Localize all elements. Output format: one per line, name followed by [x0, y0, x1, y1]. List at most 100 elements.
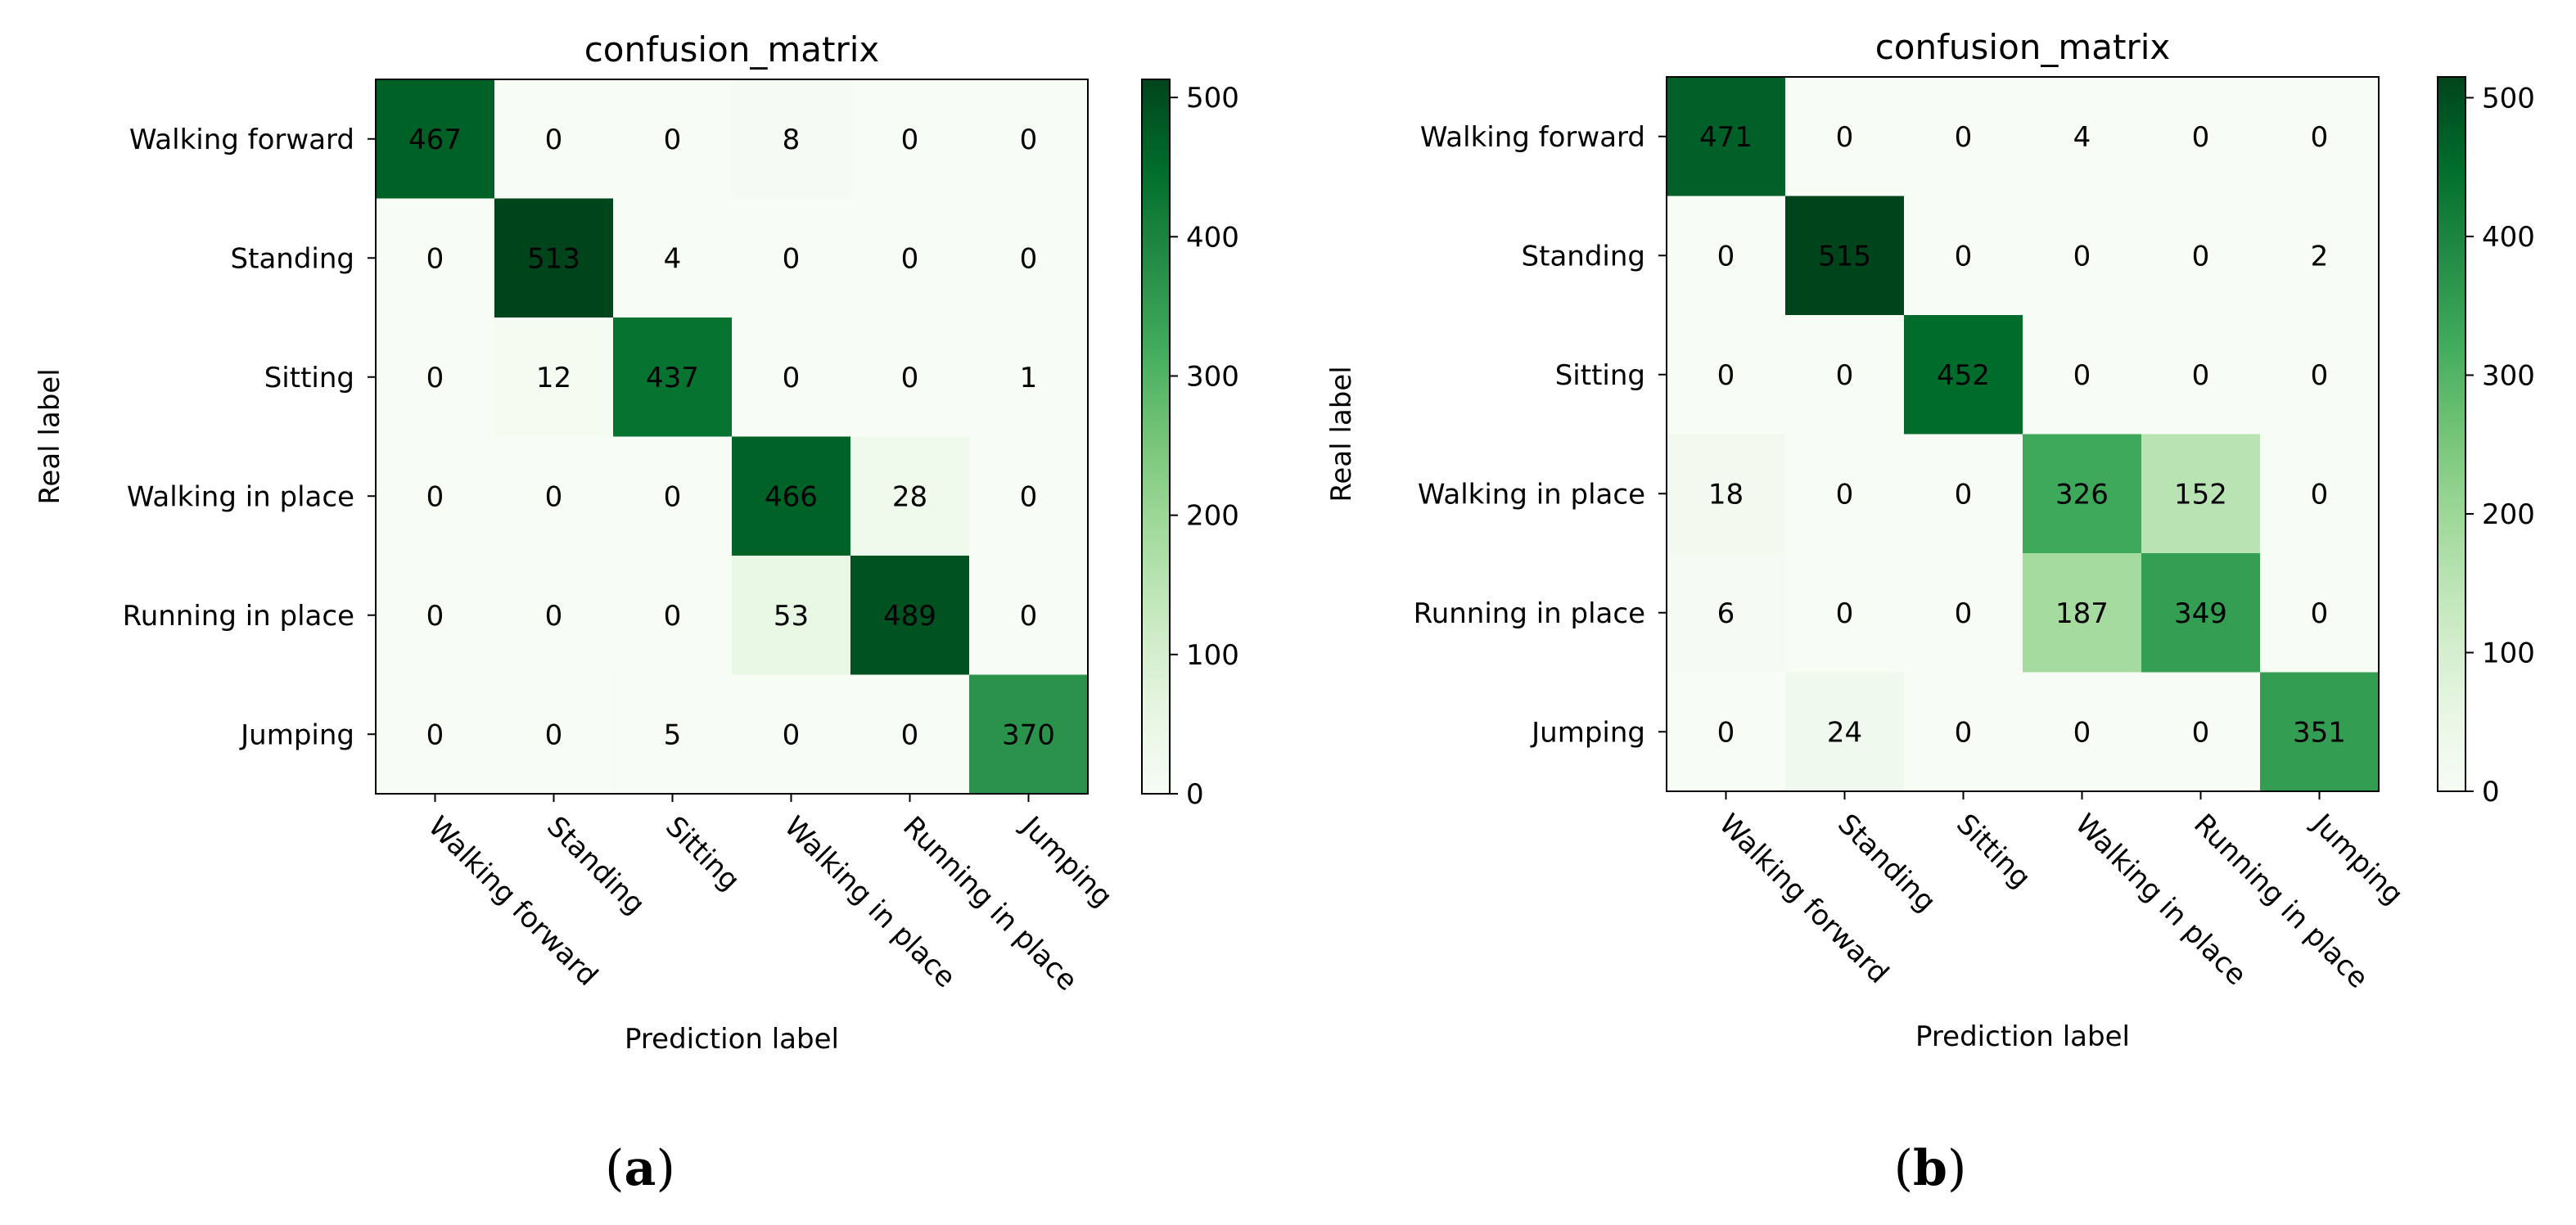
heatmap-cell [2141, 434, 2261, 554]
cell-value: 0 [1955, 597, 1973, 630]
heatmap-cell [2141, 672, 2261, 792]
y-tick-label: Walking in place [127, 480, 354, 513]
cell-value: 0 [1955, 240, 1973, 272]
heatmap-cell [850, 198, 970, 318]
cell-value: 0 [1717, 716, 1735, 749]
heatmap-cell [1667, 77, 1786, 197]
heatmap-cell [376, 198, 495, 318]
heatmap-cell [969, 436, 1089, 556]
cell-value: 515 [1818, 240, 1871, 272]
cell-value: 0 [1836, 597, 1854, 630]
heatmap-cell [850, 318, 970, 438]
cell-value: 513 [527, 242, 580, 275]
heatmap-cell [850, 436, 970, 556]
colorbar-tick-label: 400 [2482, 221, 2535, 254]
cell-value: 0 [783, 242, 801, 275]
cell-value: 0 [2311, 121, 2329, 154]
matrix-frame [1666, 76, 2380, 792]
cell-value: 0 [1020, 600, 1038, 633]
cell-value: 0 [1717, 240, 1735, 272]
heatmap-cell [2141, 315, 2261, 435]
heatmap-cell [376, 79, 495, 200]
heatmap-cell [969, 198, 1089, 318]
heatmap-cell [2260, 315, 2380, 435]
heatmap-cell [2260, 553, 2380, 673]
cell-value: 0 [1836, 359, 1854, 392]
colorbar-tick-label: 400 [1186, 221, 1239, 254]
cell-value: 0 [2311, 478, 2329, 511]
x-axis-label: Prediction label [625, 1023, 839, 1056]
cell-value: 0 [545, 718, 563, 751]
cell-value: 0 [2073, 240, 2091, 272]
colorbar-tick-label: 500 [2482, 82, 2535, 115]
y-axis-label: Real label [1325, 366, 1358, 502]
heatmap-cell [1667, 553, 1786, 673]
heatmap-cell [494, 318, 614, 438]
y-tick-label: Jumping [1530, 716, 1645, 749]
colorbar-tick-label: 100 [2482, 637, 2535, 669]
y-tick-label: Walking in place [1418, 478, 1645, 511]
cell-value: 452 [1937, 359, 1990, 392]
colorbar-tick-label: 0 [1186, 778, 1204, 811]
cell-value: 489 [883, 600, 936, 633]
heatmap-cell [613, 436, 733, 556]
cell-value: 0 [901, 124, 919, 156]
confusion-matrix-panel-b: 471 0 0 4 0 00 515 0 0 0 20 0 452 0 0 018 0 0 326 152 06 0 0 18… [1325, 27, 2535, 1197]
cell-value: 0 [2192, 121, 2210, 154]
cell-value: 0 [901, 718, 919, 751]
heatmap-cell [2141, 553, 2261, 673]
cell-value: 8 [783, 124, 801, 156]
cell-value: 0 [1955, 478, 1973, 511]
cell-value: 0 [783, 718, 801, 751]
cell-value: 0 [2192, 716, 2210, 749]
heatmap-cell [1904, 196, 2023, 316]
cell-value: 0 [901, 362, 919, 394]
heatmap-cell [1904, 672, 2023, 792]
cell-value: 24 [1827, 716, 1862, 749]
heatmap-cell [1667, 315, 1786, 435]
cell-value: 0 [1836, 478, 1854, 511]
cell-value: 0 [1717, 359, 1735, 392]
y-tick-label: Running in place [1414, 597, 1645, 630]
cell-value: 349 [2174, 597, 2227, 630]
y-tick-label: Walking forward [1420, 121, 1645, 154]
heatmap-cell [732, 674, 851, 795]
panel-letter: a [625, 1140, 656, 1197]
heatmap-cell [2023, 77, 2142, 197]
heatmap-cell [494, 674, 614, 795]
heatmap-cell [2141, 77, 2261, 197]
heatmap-cell [1667, 672, 1786, 792]
heatmap-cell [1785, 315, 1905, 435]
heatmap-cell [1785, 672, 1905, 792]
colorbar-tick-label: 200 [1186, 500, 1239, 533]
matrix-frame [375, 79, 1089, 795]
cell-value: 0 [2192, 240, 2210, 272]
cell-value: 0 [2073, 359, 2091, 392]
heatmap-cell [494, 79, 614, 200]
cell-value: 28 [892, 480, 927, 513]
heatmap-cell [376, 556, 495, 676]
heatmap-cell [494, 436, 614, 556]
y-tick-label: Jumping [239, 718, 354, 751]
cell-value: 0 [426, 480, 444, 513]
heatmap-cell [613, 79, 733, 200]
heatmap-cell [1904, 553, 2023, 673]
cell-value: 4 [2073, 121, 2091, 154]
y-tick-label: Sitting [264, 362, 354, 394]
cell-value: 0 [783, 362, 801, 394]
cell-value: 1 [1020, 362, 1038, 394]
colorbar-tick-label: 300 [1186, 360, 1239, 393]
colorbar [2437, 76, 2466, 792]
x-axis-label: Prediction label [1915, 1020, 2130, 1053]
heatmap-cell [850, 674, 970, 795]
heatmap-cell [1785, 77, 1905, 197]
heatmap-cell [376, 436, 495, 556]
cell-value: 0 [426, 600, 444, 633]
chart-title: confusion_matrix [584, 29, 880, 70]
y-tick-label: Running in place [123, 600, 354, 633]
heatmap-cell [2260, 672, 2380, 792]
heatmap-cell [969, 556, 1089, 676]
y-tick-label: Walking forward [129, 124, 354, 156]
heatmap-cell [850, 79, 970, 200]
